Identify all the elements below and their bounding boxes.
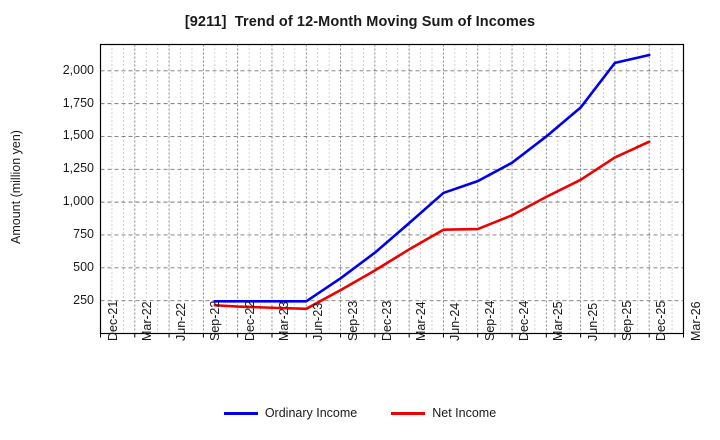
y-tick-label: 750 (73, 226, 94, 241)
x-tick-label: Sep-25 (619, 300, 634, 341)
y-tick-label: 500 (73, 259, 94, 274)
gridlines (100, 44, 684, 334)
x-tick-label: Dec-25 (654, 300, 669, 341)
x-tick-label: Mar-23 (276, 300, 291, 341)
x-tick-label: Jun-25 (585, 302, 600, 341)
y-tick-label: 250 (73, 292, 94, 307)
x-tick-label: Dec-24 (517, 300, 532, 341)
legend-item[interactable]: Net Income (391, 406, 496, 420)
x-tick-label: Sep-22 (208, 300, 223, 341)
y-tick-label: 1,750 (62, 95, 94, 110)
x-tick-label: Dec-21 (105, 300, 120, 341)
x-tick-label: Dec-22 (242, 300, 257, 341)
legend-item[interactable]: Ordinary Income (223, 406, 358, 420)
y-tick-label: 1,250 (62, 161, 94, 176)
chart-title: [9211] Trend of 12-Month Moving Sum of I… (184, 14, 536, 30)
y-tick-label: 2,000 (62, 62, 94, 77)
y-tick-label: 1,000 (62, 194, 94, 209)
series-line (213, 53, 651, 303)
plot-border (99, 43, 685, 335)
x-tick-label: Mar-26 (688, 300, 703, 341)
y-axis-tick-labels: 250 500 750 1,000 1,250 1,500 1,750 2,000 (36, 0, 94, 440)
x-tick-label: Jun-22 (174, 302, 189, 341)
legend-label: Ordinary Income (264, 406, 358, 420)
x-tick-label: Jun-24 (448, 302, 463, 341)
legend-color-swatch (223, 411, 258, 415)
x-tick-label: Dec-23 (379, 300, 394, 341)
legend-label: Net Income (432, 406, 497, 420)
y-tick-label: 1,500 (62, 128, 94, 143)
axis-ticks (100, 333, 684, 338)
x-tick-label: Mar-24 (414, 300, 429, 341)
x-tick-label: Jun-23 (311, 302, 326, 341)
legend-color-swatch (391, 411, 426, 415)
chart-legend: Ordinary Income Net Income (0, 406, 720, 420)
x-tick-label: Sep-24 (482, 300, 497, 341)
series-line (213, 140, 651, 311)
data-series (213, 53, 651, 311)
x-tick-label: Mar-22 (139, 300, 154, 341)
x-tick-label: Mar-25 (551, 300, 566, 341)
x-tick-label: Sep-23 (345, 300, 360, 341)
